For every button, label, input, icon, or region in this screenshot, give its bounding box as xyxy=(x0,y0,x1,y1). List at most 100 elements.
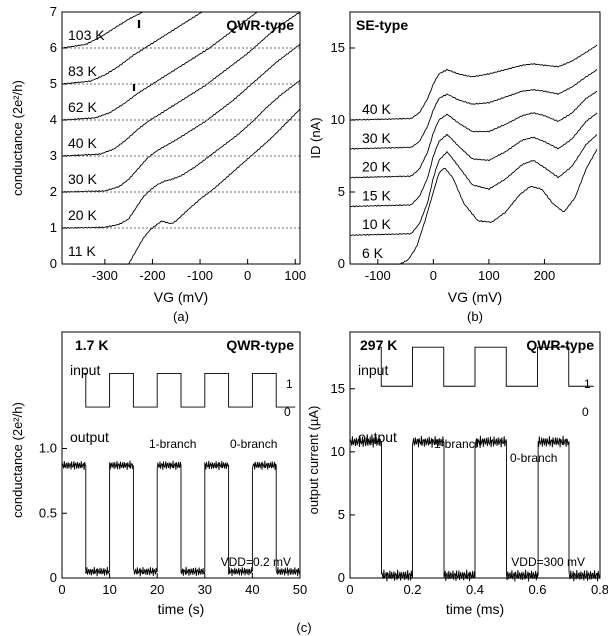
output-waveform xyxy=(349,435,601,582)
panel-c1-xlabel: time (s) xyxy=(158,601,205,617)
panel-b-label: (b) xyxy=(467,309,483,324)
input-waveform xyxy=(83,372,296,408)
series-line xyxy=(349,149,598,265)
y-tick-label: 0 xyxy=(50,570,57,585)
x-tick-label: 0.4 xyxy=(466,582,484,597)
x-tick-label: 10 xyxy=(102,582,116,597)
series-label: 30 K xyxy=(362,130,391,146)
panel-c1-level-high: 1 xyxy=(286,377,293,391)
series-line xyxy=(61,79,301,229)
series-line xyxy=(61,11,202,85)
y-tick-label: 0 xyxy=(338,256,345,271)
panel-a-ylabel: conductance (2e²/h) xyxy=(10,80,25,196)
series-label: 20 K xyxy=(362,159,391,175)
x-tick-label: 40 xyxy=(245,582,259,597)
x-tick-label: 50 xyxy=(293,582,307,597)
panel-c1-temperature: 1.7 K xyxy=(75,337,108,353)
panel-c1-input-label: input xyxy=(70,362,100,378)
y-tick-label: 0.5 xyxy=(39,505,57,520)
x-tick-label: -100 xyxy=(365,268,391,283)
panel-c2-title: QWR-type xyxy=(526,337,594,353)
panel-c1-title: QWR-type xyxy=(226,337,294,353)
panel-b-title: SE-type xyxy=(356,17,408,33)
y-tick-label: 10 xyxy=(331,112,345,127)
panel-c2-output-label: output xyxy=(358,429,397,445)
y-tick-label: 4 xyxy=(50,112,57,127)
y-tick-label: 5 xyxy=(338,184,345,199)
panel-b-chart: -100 0 100 200 0 5 10 15 6 K 10 K 15 K 20 K 30 K 40 … xyxy=(308,11,601,324)
panel-a-xlabel: VG (mV) xyxy=(154,289,208,305)
panel-c-label: (c) xyxy=(296,620,311,635)
panel-c1-bias: VDD=0.2 mV xyxy=(221,555,291,569)
x-tick-label: 0 xyxy=(430,268,437,283)
series-line xyxy=(61,12,257,121)
panel-c2-branch-low: 0-branch xyxy=(510,451,557,465)
x-tick-label: 20 xyxy=(150,582,164,597)
series-line xyxy=(349,44,598,121)
y-tick-label: 0 xyxy=(338,570,345,585)
series-label: 10 K xyxy=(362,216,391,232)
series-label: 40 K xyxy=(68,135,97,151)
panel-c2-xlabel: time (ms) xyxy=(446,601,504,617)
series-line xyxy=(349,112,598,208)
panel-c1-branch-low: 0-branch xyxy=(230,437,277,451)
y-tick-label: 3 xyxy=(50,148,57,163)
panel-c2-branch-high: 1-branch xyxy=(434,437,481,451)
input-waveform xyxy=(378,346,594,387)
y-tick-label: 0 xyxy=(50,256,57,271)
panel-c2-input-label: input xyxy=(358,362,388,378)
series-line xyxy=(62,12,143,49)
y-tick-label: 5 xyxy=(50,76,57,91)
x-tick-label: 0.6 xyxy=(528,582,546,597)
x-tick-label: 100 xyxy=(478,268,500,283)
series-label: 62 K xyxy=(68,99,97,115)
series-label: 15 K xyxy=(362,187,391,203)
panel-c2-bias: VDD=300 mV xyxy=(511,555,585,569)
panel-c1-level-low: 0 xyxy=(284,405,291,419)
panel-c1-branch-high: 1-branch xyxy=(149,437,196,451)
x-tick-label: 0 xyxy=(58,582,65,597)
series-label: 103 K xyxy=(68,27,105,43)
y-tick-label: 7 xyxy=(50,4,57,19)
panel-c1-ylabel: conductance (2e²/h) xyxy=(10,402,25,518)
panel-a-title: QWR-type xyxy=(226,17,294,33)
series-line xyxy=(61,108,301,265)
series-label: 40 K xyxy=(362,101,391,117)
series-line xyxy=(61,11,301,157)
x-tick-label: 0 xyxy=(346,582,353,597)
panel-a-label: (a) xyxy=(173,309,189,324)
panel-b-ylabel: ID (nA) xyxy=(308,117,323,158)
series-label: 11 K xyxy=(68,243,96,259)
y-tick-label: 15 xyxy=(331,381,345,396)
x-tick-label: 0 xyxy=(244,268,251,283)
panel-c2-level-low: 0 xyxy=(582,405,589,419)
y-tick-label: 1.0 xyxy=(39,441,57,456)
panel-c2-level-high: 1 xyxy=(584,377,591,391)
y-tick-label: 6 xyxy=(50,40,57,55)
y-tick-label: 2 xyxy=(50,184,57,199)
x-tick-label: -100 xyxy=(187,268,213,283)
series-label: 6 K xyxy=(362,245,384,261)
series-line xyxy=(349,134,598,237)
x-tick-label: 30 xyxy=(198,582,212,597)
panel-c1-output-label: output xyxy=(70,429,109,445)
y-tick-label: 1 xyxy=(50,220,57,235)
output-waveform xyxy=(61,460,301,577)
x-tick-label: -200 xyxy=(139,268,165,283)
series-label: 83 K xyxy=(68,63,97,79)
series-label: 20 K xyxy=(68,207,97,223)
x-tick-label: 0.2 xyxy=(403,582,421,597)
x-tick-label: 100 xyxy=(284,268,306,283)
series-line xyxy=(349,90,598,179)
x-tick-label: 200 xyxy=(534,268,556,283)
series-line xyxy=(349,69,598,150)
series-label: 30 K xyxy=(68,171,97,187)
panel-c2-temperature: 297 K xyxy=(360,337,397,353)
panel-a-chart: -300 -200 -100 0 100 0 1 2 3 4 5 6 7 11 K 20 K 30 K 40 … xyxy=(10,4,306,324)
panel-b-xlabel: VG (mV) xyxy=(448,289,502,305)
x-tick-label: -300 xyxy=(92,268,118,283)
y-tick-label: 10 xyxy=(331,444,345,459)
